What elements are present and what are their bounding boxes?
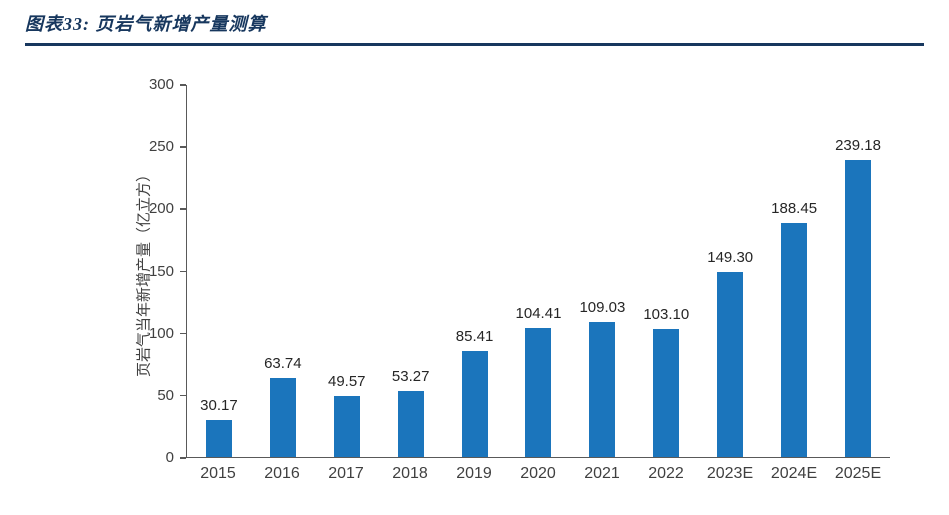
bar	[589, 321, 616, 457]
plot-area: 30.17 63.74 49.57 53.27 85.41 104.41 109.03 103…	[180, 84, 890, 459]
y-tick-mark	[180, 270, 186, 272]
bar-group: 109.03	[570, 85, 634, 457]
x-axis-label: 2025E	[834, 465, 882, 482]
x-axis-label: 2018	[392, 465, 428, 482]
y-tick-label: 200	[148, 200, 174, 218]
bar-group: 188.45	[762, 85, 826, 457]
bar-value-label: 30.17	[200, 396, 238, 414]
x-axis-label: 2017	[328, 465, 364, 482]
chart-header: 图表33: 页岩气新增产量测算	[25, 10, 924, 46]
bar	[269, 377, 296, 457]
bar-value-label: 149.30	[707, 248, 754, 266]
bar	[205, 419, 232, 457]
y-tick-mark	[180, 332, 186, 335]
bar-group: 63.74	[251, 85, 315, 457]
bar-value-label: 85.41	[455, 328, 494, 346]
bar-value-label: 239.18	[835, 137, 881, 155]
bar-group: 103.10	[634, 85, 698, 457]
bar	[845, 160, 872, 457]
y-tick-label: 0	[165, 449, 174, 466]
bar-value-label: 49.57	[327, 372, 366, 390]
x-axis-label: 2024E	[770, 465, 818, 482]
y-tick-label: 150	[148, 262, 174, 280]
x-axis-label: 2015	[200, 465, 236, 482]
y-tick-label: 300	[148, 76, 174, 93]
x-axis-label: 2022	[648, 465, 684, 482]
bar	[653, 329, 680, 457]
y-tick-mark	[180, 208, 186, 210]
bar-value-label: 104.41	[515, 304, 562, 322]
chart-title: 图表33: 页岩气新增产量测算	[25, 14, 267, 34]
x-axis-label: 2021	[584, 465, 620, 482]
x-axis-labels: 2015 2016 2017 2018 2019 2020 2021 2022 2023E 202…	[186, 465, 890, 483]
y-tick-mark	[180, 457, 186, 459]
bar-group: 30.17	[187, 85, 251, 457]
y-tick-mark	[180, 146, 186, 148]
x-axis-label: 2023E	[706, 465, 754, 482]
y-tick-label: 250	[148, 138, 174, 156]
bar-chart: 页岩气当年新增产量（亿立方） 0 50 100 150 200 250 300 30.17 6…	[0, 45, 949, 505]
bar	[397, 390, 424, 457]
bar	[781, 223, 808, 457]
y-axis-ticks: 0 50 100 150 200 250 300	[118, 76, 174, 466]
bar	[525, 327, 552, 457]
bar	[717, 271, 744, 457]
bar-group: 104.41	[507, 85, 571, 457]
bar	[333, 395, 360, 457]
bar-group: 149.30	[698, 85, 762, 457]
bar-value-label: 53.27	[391, 367, 430, 385]
bar	[461, 351, 488, 457]
x-axis-label: 2019	[456, 465, 492, 482]
y-tick-mark	[180, 84, 186, 86]
x-axis-label: 2016	[264, 465, 300, 482]
bar-group: 239.18	[826, 85, 890, 457]
bar-value-label: 109.03	[579, 298, 626, 316]
x-axis-label: 2020	[520, 465, 556, 482]
y-tick-label: 100	[148, 324, 174, 342]
bar-group: 49.57	[315, 85, 379, 457]
bar-group: 53.27	[379, 85, 443, 457]
bar-value-label: 103.10	[643, 306, 690, 324]
bar-value-label: 63.74	[264, 354, 302, 372]
bar-group: 85.41	[443, 85, 507, 457]
y-tick-label: 50	[157, 386, 174, 404]
y-tick-mark	[180, 394, 186, 397]
bar-value-label: 188.45	[771, 200, 818, 218]
